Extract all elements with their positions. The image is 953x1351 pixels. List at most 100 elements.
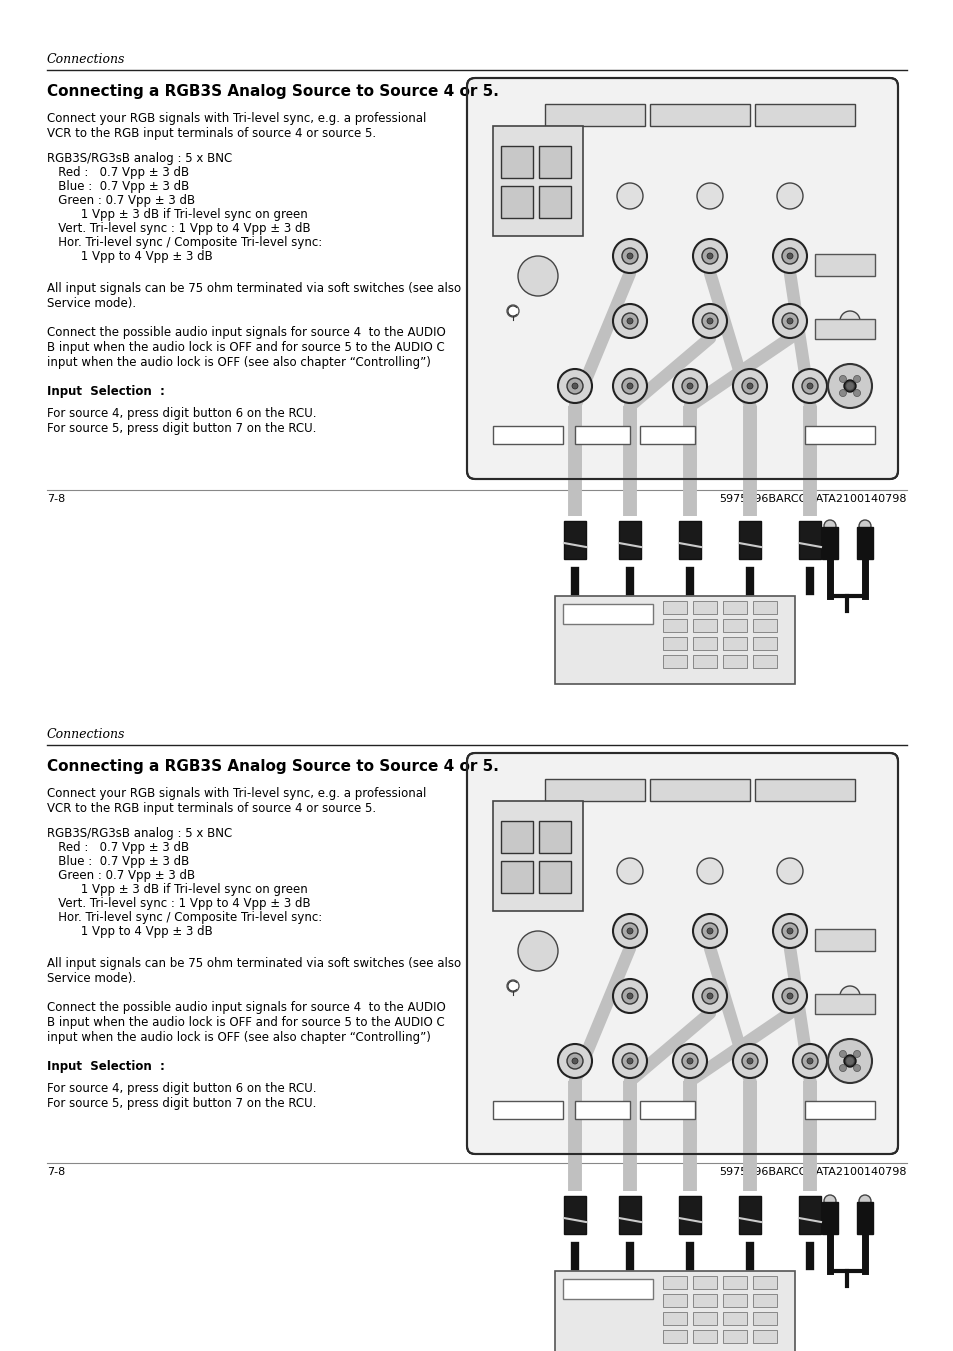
Text: Connect your RGB signals with Tri-level sync, e.g. a professional: Connect your RGB signals with Tri-level … <box>47 788 426 800</box>
Bar <box>538 186 571 218</box>
Bar <box>493 1101 562 1119</box>
Bar <box>618 521 640 559</box>
Circle shape <box>621 313 638 330</box>
Circle shape <box>613 979 646 1013</box>
Circle shape <box>626 1058 633 1065</box>
Circle shape <box>692 239 726 273</box>
Bar <box>500 821 533 852</box>
Circle shape <box>613 369 646 403</box>
Bar <box>752 1312 776 1325</box>
Bar <box>799 521 821 559</box>
Bar <box>493 801 582 911</box>
Text: All input signals can be 75 ohm terminated via soft switches (see also: All input signals can be 75 ohm terminat… <box>47 282 460 295</box>
Bar <box>679 1196 700 1233</box>
Text: Connecting a RGB3S Analog Source to Source 4 or 5.: Connecting a RGB3S Analog Source to Sour… <box>47 84 498 99</box>
Bar <box>662 1329 686 1343</box>
Circle shape <box>839 389 845 397</box>
Bar <box>562 604 652 624</box>
Circle shape <box>558 1044 592 1078</box>
Bar <box>493 126 582 236</box>
Circle shape <box>686 1058 692 1065</box>
Circle shape <box>732 369 766 403</box>
Bar <box>662 1294 686 1306</box>
Circle shape <box>517 931 558 971</box>
Bar <box>814 319 874 339</box>
Bar <box>662 1312 686 1325</box>
Circle shape <box>741 378 758 394</box>
Circle shape <box>626 993 633 998</box>
Circle shape <box>697 182 722 209</box>
Circle shape <box>746 1058 752 1065</box>
Circle shape <box>786 928 792 934</box>
Circle shape <box>566 1052 582 1069</box>
Circle shape <box>781 923 797 939</box>
FancyBboxPatch shape <box>467 753 897 1154</box>
Bar <box>679 521 700 559</box>
Bar <box>754 104 854 126</box>
Bar <box>692 619 717 632</box>
Bar <box>722 1312 746 1325</box>
Text: VCR to the RGB input terminals of source 4 or source 5.: VCR to the RGB input terminals of source… <box>47 802 375 815</box>
Text: Connect the possible audio input signals for source 4  to the AUDIO: Connect the possible audio input signals… <box>47 326 445 339</box>
Text: 5975696BARCODATA2100140798: 5975696BARCODATA2100140798 <box>719 1167 906 1177</box>
Circle shape <box>626 382 633 389</box>
Bar <box>752 1294 776 1306</box>
Circle shape <box>806 382 812 389</box>
Circle shape <box>701 988 718 1004</box>
Circle shape <box>844 376 864 396</box>
Text: B input when the audio lock is OFF and for source 5 to the AUDIO C: B input when the audio lock is OFF and f… <box>47 1016 444 1029</box>
Bar <box>562 1279 652 1300</box>
Bar <box>544 104 644 126</box>
Circle shape <box>840 986 859 1006</box>
Text: For source 4, press digit button 6 on the RCU.: For source 4, press digit button 6 on th… <box>47 407 316 420</box>
Bar <box>752 619 776 632</box>
Circle shape <box>706 993 712 998</box>
Text: Hor. Tri-level sync / Composite Tri-level sync:: Hor. Tri-level sync / Composite Tri-leve… <box>47 911 322 924</box>
Circle shape <box>772 915 806 948</box>
Bar <box>692 1329 717 1343</box>
Circle shape <box>701 249 718 263</box>
Text: 7-8: 7-8 <box>47 494 65 504</box>
Circle shape <box>692 915 726 948</box>
Circle shape <box>827 1039 871 1084</box>
Bar <box>493 426 562 444</box>
Circle shape <box>746 382 752 389</box>
Bar <box>804 426 874 444</box>
FancyBboxPatch shape <box>467 78 897 480</box>
Bar <box>739 521 760 559</box>
Circle shape <box>772 239 806 273</box>
Text: Input  Selection  :: Input Selection : <box>47 1061 165 1073</box>
Bar <box>752 1329 776 1343</box>
Circle shape <box>823 1196 835 1206</box>
Bar <box>692 1294 717 1306</box>
Text: 1 Vpp ± 3 dB if Tri-level sync on green: 1 Vpp ± 3 dB if Tri-level sync on green <box>47 208 308 222</box>
Bar <box>575 426 629 444</box>
Circle shape <box>681 378 698 394</box>
Text: 1 Vpp to 4 Vpp ± 3 dB: 1 Vpp to 4 Vpp ± 3 dB <box>47 250 213 263</box>
Bar <box>722 1329 746 1343</box>
Text: For source 5, press digit button 7 on the RCU.: For source 5, press digit button 7 on th… <box>47 1097 316 1111</box>
Text: All input signals can be 75 ohm terminated via soft switches (see also: All input signals can be 75 ohm terminat… <box>47 957 460 970</box>
Text: Green : 0.7 Vpp ± 3 dB: Green : 0.7 Vpp ± 3 dB <box>47 869 195 882</box>
Circle shape <box>517 255 558 296</box>
Bar <box>500 186 533 218</box>
Bar <box>639 1101 695 1119</box>
Bar <box>722 638 746 650</box>
Circle shape <box>845 382 853 390</box>
Circle shape <box>853 1051 860 1058</box>
Circle shape <box>617 858 642 884</box>
Bar <box>692 1312 717 1325</box>
Bar <box>500 146 533 178</box>
Circle shape <box>572 1058 578 1065</box>
Bar <box>563 521 585 559</box>
Bar <box>722 1294 746 1306</box>
Circle shape <box>835 372 863 400</box>
Bar <box>575 1101 629 1119</box>
Circle shape <box>792 369 826 403</box>
Text: For source 5, press digit button 7 on the RCU.: For source 5, press digit button 7 on th… <box>47 422 316 435</box>
Bar <box>662 655 686 667</box>
Circle shape <box>776 858 802 884</box>
Bar <box>538 861 571 893</box>
Circle shape <box>853 389 860 397</box>
Bar <box>649 104 749 126</box>
